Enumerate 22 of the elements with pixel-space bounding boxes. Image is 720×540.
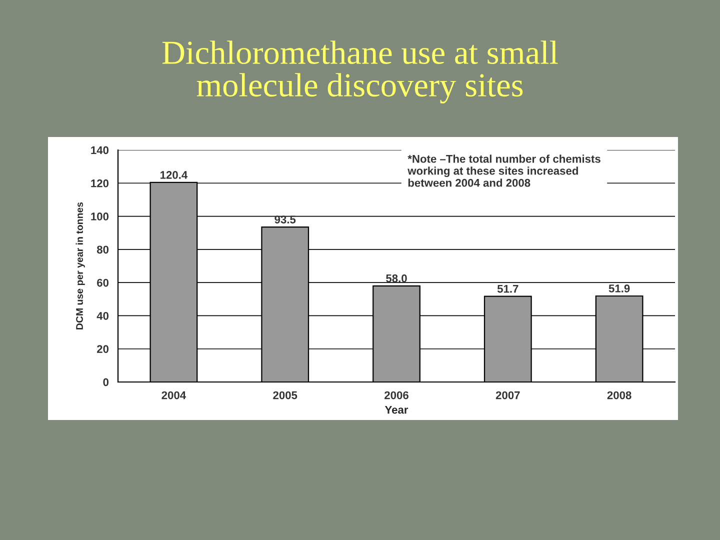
x-axis-title: Year [384,406,408,414]
y-tick-label: 60 [97,278,109,287]
x-tick-label: 2008 [607,391,632,400]
annotation: *Note –The total number of chemists working at these sites increased between 2004 and 2008 [408,154,600,187]
y-tick-label: 0 [103,378,109,386]
y-tick-label: 140 [91,146,109,154]
x-tick-label: 2005 [273,391,298,400]
y-axis-title: DCM use per year in tonnes [76,202,85,330]
x-tick-label: 2004 [162,391,186,400]
y-tick-label: 100 [91,212,109,220]
y-tick-label: 20 [97,345,109,353]
data-label: 51.7 [497,284,518,293]
x-tick-label: 2007 [496,391,520,400]
data-label: 120.4 [160,171,188,179]
y-tick-label: 80 [96,246,109,254]
chart-title: Dichloromethane use at small molecule discovery sites [162,40,558,104]
data-label: 58.0 [386,274,407,282]
data-label: 93.5 [274,216,296,224]
x-tick-label: 2006 [384,391,408,400]
y-tick-label: 120 [91,179,109,188]
y-tick-label: 40 [96,312,109,320]
data-label: 51.9 [608,284,630,292]
